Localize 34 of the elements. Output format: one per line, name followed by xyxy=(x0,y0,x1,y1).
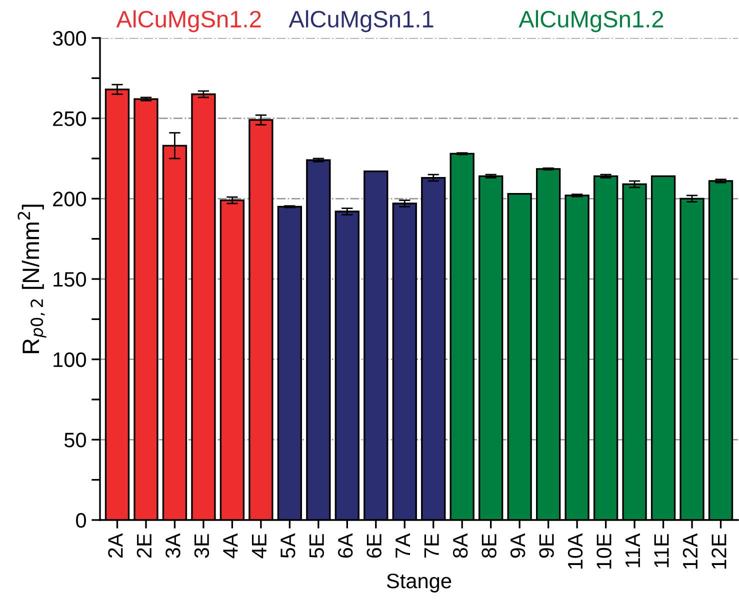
x-axis-title: Stange xyxy=(386,574,452,592)
x-tick-label: 3E xyxy=(194,534,210,558)
text: AlCuMgSn1.2 xyxy=(116,10,261,32)
text: AlCuMgSn1.1 xyxy=(288,10,434,32)
x-tick-label: 8E xyxy=(482,534,496,558)
x-tick-label: 12E xyxy=(712,534,726,569)
x-tick-label: 6E xyxy=(366,534,382,558)
x-tick-label: 11E xyxy=(654,534,669,568)
x-tick-label: 6A xyxy=(338,533,353,558)
x-tick-label: 8A xyxy=(452,533,468,558)
y-tick-label: 250 xyxy=(53,111,86,126)
x-tick-label: 2A xyxy=(108,533,123,558)
y-tick-label: 300 xyxy=(52,31,86,46)
text: AlCuMgSn1.2 xyxy=(518,10,664,32)
y-tick-label: 200 xyxy=(53,192,86,206)
x-tick-label: 12A xyxy=(682,533,698,569)
x-tick-label: 4A xyxy=(223,533,238,558)
x-tick-label: 10E xyxy=(596,534,612,569)
y-tick-label: 50 xyxy=(64,432,86,448)
x-tick-label: 3A xyxy=(166,533,180,558)
x-tick-label: 7E xyxy=(424,534,439,558)
x-tick-label: 5A xyxy=(280,533,296,558)
y-tick-label: 0 xyxy=(76,513,86,528)
x-tick-label: 11A xyxy=(626,533,640,568)
x-tick-label: 2E xyxy=(136,534,152,558)
x-tick-label: 9A xyxy=(510,533,526,558)
x-tick-label: 10A xyxy=(568,533,583,569)
x-tick-label: 5E xyxy=(309,534,324,558)
x-tick-label: 9E xyxy=(539,534,554,558)
y-tick-label: 100 xyxy=(54,352,86,368)
x-tick-label: 7A xyxy=(396,533,410,558)
x-tick-label: 4E xyxy=(252,534,266,558)
y-tick-label: 150 xyxy=(54,272,86,287)
y-axis-title: R$_{p0,2}$ [N/mm$^{2}$] xyxy=(18,204,46,354)
